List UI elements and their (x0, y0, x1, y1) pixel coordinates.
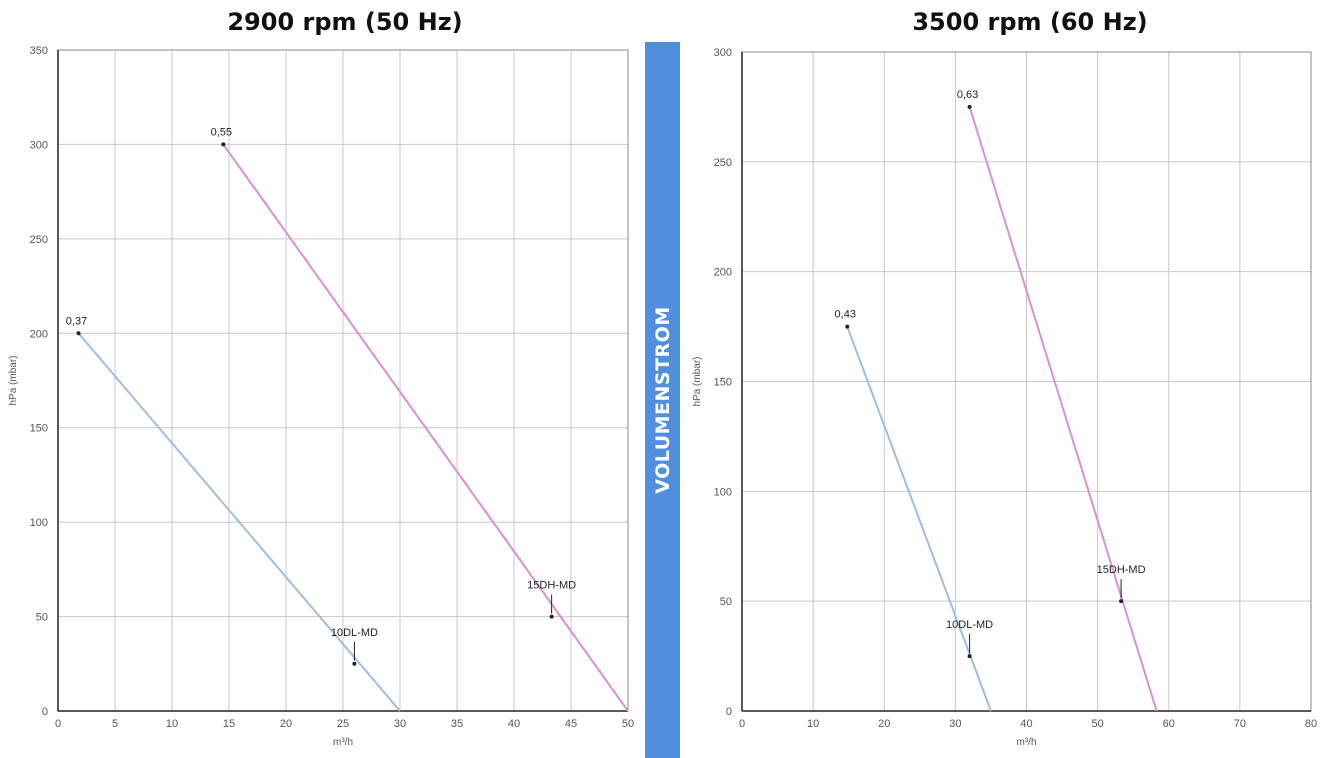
left-series-15dh-md-line (222, 143, 629, 712)
right-series-15dh-md-name-label: 15DH-MD (1097, 564, 1146, 576)
right-y-axis-label: hPa (mbar) (692, 356, 703, 406)
left-x-tick-label: 0 (55, 718, 61, 730)
left-y-tick-label: 0 (42, 706, 48, 718)
chart-title-left: 2900 rpm (50 Hz) (227, 8, 463, 36)
left-series-15dh-md-annotation-point (549, 614, 554, 619)
left-x-tick-label: 30 (394, 718, 406, 730)
right-y-tick-label: 100 (714, 486, 732, 498)
right-series-10dl-md-name-label: 10DL-MD (946, 619, 993, 631)
right-x-tick-label: 80 (1305, 718, 1317, 730)
right-series-15dh-md-annotation-point (1119, 599, 1124, 604)
right-y-tick-label: 200 (714, 267, 732, 279)
left-x-tick-label: 20 (280, 718, 292, 730)
left-y-tick-label: 200 (30, 328, 48, 340)
left-series-10dl-md-line (77, 332, 401, 712)
right-x-tick-label: 70 (1234, 718, 1246, 730)
right-series-15dh-md-point-label: 0,63 (957, 89, 978, 101)
left-series-15dh-md-name-label: 15DH-MD (527, 580, 576, 592)
left-y-tick-label: 300 (30, 139, 48, 151)
chart-title-right: 3500 rpm (60 Hz) (912, 8, 1148, 36)
right-x-tick-label: 40 (1020, 718, 1032, 730)
left-y-tick-label: 150 (30, 423, 48, 435)
right-series-15dh-md-line (968, 106, 1158, 712)
right-x-tick-label: 30 (949, 718, 961, 730)
volumenstrom-band: VOLUMENSTROM (645, 42, 680, 758)
left-x-tick-label: 35 (451, 718, 463, 730)
chart-left: 0 5 10 15 20 25 30 35 40 45 50 0 50 100 150 200 250 300 35… (8, 45, 634, 748)
left-series-10dl-md-start-point (76, 331, 81, 336)
left-x-tick-label: 45 (565, 718, 577, 730)
left-y-tick-label: 350 (30, 45, 48, 57)
right-y-tick-label: 0 (726, 706, 732, 718)
right-series-10dl-md-line (846, 326, 992, 712)
volumenstrom-label: VOLUMENSTROM (651, 306, 674, 494)
left-x-tick-label: 50 (622, 718, 634, 730)
right-series-10dl-md-start-point (845, 324, 850, 329)
right-y-tick-label: 50 (720, 596, 732, 608)
left-x-tick-label: 10 (166, 718, 178, 730)
right-series-10dl-md-point-label: 0,43 (835, 309, 856, 321)
left-x-tick-label: 15 (223, 718, 235, 730)
left-series-15dh-md-point-label: 0,55 (211, 126, 232, 138)
left-y-tick-label: 100 (30, 517, 48, 529)
right-y-tick-label: 150 (714, 377, 732, 389)
right-series-15dh-md-start-point (967, 104, 972, 109)
right-x-tick-label: 10 (807, 718, 819, 730)
left-x-tick-label: 40 (508, 718, 520, 730)
right-plot-frame (741, 51, 1312, 712)
right-x-axis-label: m³/h (1017, 737, 1037, 748)
right-y-tick-label: 300 (714, 47, 732, 59)
right-x-tick-label: 60 (1163, 718, 1175, 730)
right-x-tick-label: 20 (878, 718, 890, 730)
left-y-tick-label: 250 (30, 234, 48, 246)
right-x-tick-label: 0 (739, 718, 745, 730)
right-x-tick-label: 50 (1092, 718, 1104, 730)
left-series-10dl-md-point-label: 0,37 (66, 315, 87, 327)
left-x-tick-label: 5 (112, 718, 118, 730)
left-series-10dl-md-annotation-point (352, 661, 357, 666)
left-x-axis-label: m³/h (333, 737, 353, 748)
right-y-tick-label: 250 (714, 157, 732, 169)
left-y-tick-label: 50 (36, 612, 48, 624)
left-series-10dl-md-name-label: 10DL-MD (331, 627, 378, 639)
left-x-tick-label: 25 (337, 718, 349, 730)
left-series-15dh-md-start-point (221, 142, 226, 147)
right-series-10dl-md-annotation-point (967, 654, 972, 659)
left-y-axis-label: hPa (mbar) (8, 355, 19, 405)
